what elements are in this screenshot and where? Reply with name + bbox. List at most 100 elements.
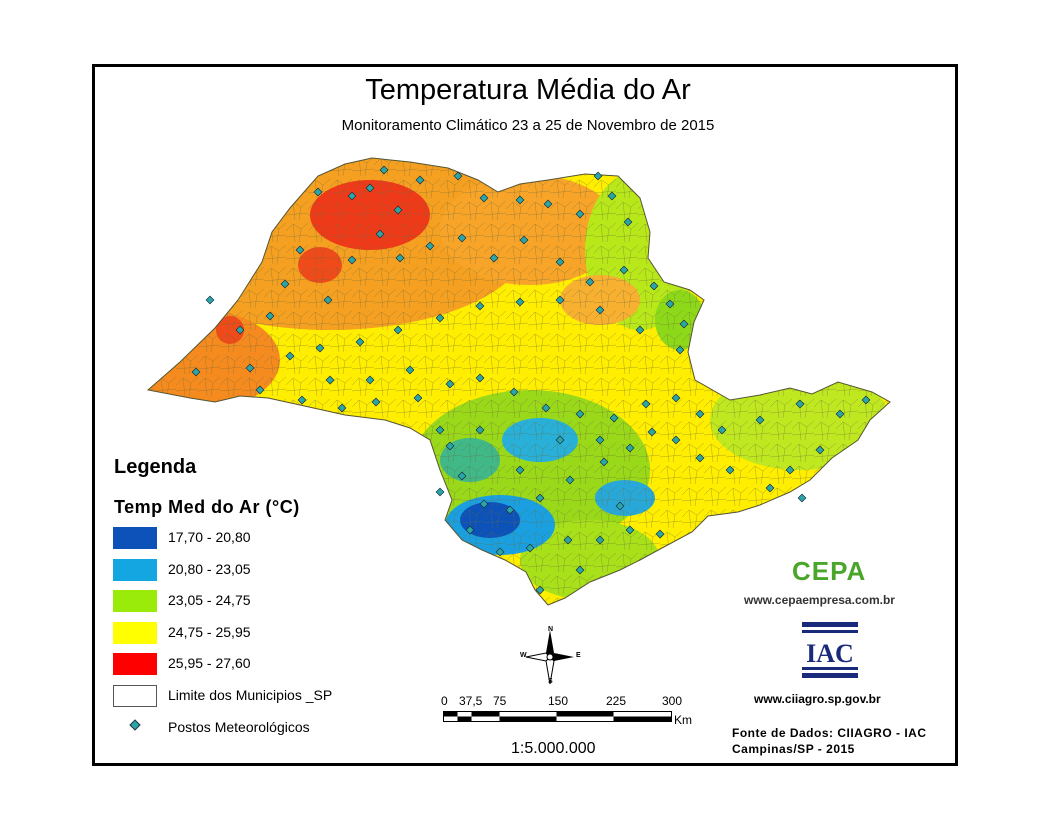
cepa-url: www.cepaempresa.com.br	[744, 593, 895, 607]
station-marker	[347, 255, 357, 265]
station-marker	[445, 379, 455, 389]
cepa-logo: CEPA	[792, 556, 867, 586]
station-marker	[647, 427, 657, 437]
station-marker	[595, 305, 605, 315]
station-marker	[347, 191, 357, 201]
station-marker	[725, 465, 735, 475]
station-marker	[323, 295, 333, 305]
station-marker	[365, 183, 375, 193]
iac-logo: IAC	[802, 622, 858, 678]
station-marker	[297, 395, 307, 405]
station-marker	[475, 301, 485, 311]
station-marker	[525, 543, 535, 553]
station-marker	[379, 165, 389, 175]
station-marker	[435, 487, 445, 497]
station-marker	[285, 351, 295, 361]
station-marker	[265, 311, 275, 321]
station-marker	[453, 171, 463, 181]
station-marker	[615, 501, 625, 511]
station-marker	[599, 457, 609, 467]
station-marker	[619, 265, 629, 275]
legend-label-stations: Postos Meteorológicos	[168, 719, 310, 735]
legend-label-5: 25,95 - 27,60	[168, 655, 251, 671]
legend-swatch-boundary	[113, 685, 157, 707]
station-marker	[593, 171, 603, 181]
station-marker	[835, 409, 845, 419]
station-marker	[475, 373, 485, 383]
station-marker	[509, 387, 519, 397]
station-marker	[575, 565, 585, 575]
station-marker	[519, 235, 529, 245]
station-marker	[623, 217, 633, 227]
legend-subheading: Temp Med do Ar (°C)	[114, 497, 300, 517]
station-markers	[191, 165, 871, 595]
station-marker	[595, 535, 605, 545]
legend-label-2: 20,80 - 23,05	[168, 561, 251, 577]
station-marker	[795, 399, 805, 409]
station-marker	[609, 413, 619, 423]
legend-swatch-1	[113, 527, 157, 549]
station-marker	[315, 343, 325, 353]
station-marker	[641, 399, 651, 409]
station-marker	[435, 313, 445, 323]
compass-e: E	[576, 652, 581, 659]
station-marker	[755, 415, 765, 425]
station-marker	[515, 297, 525, 307]
station-marker	[595, 435, 605, 445]
station-marker	[313, 187, 323, 197]
scale-ratio: 1:5.000.000	[511, 740, 596, 757]
scale-tick-2: 75	[493, 694, 507, 708]
scale-unit: Km	[674, 713, 692, 727]
legend-label-boundary: Limite dos Municipios _SP	[168, 687, 333, 703]
data-source-line1: Fonte de Dados: CIIAGRO - IAC	[732, 726, 927, 740]
station-marker	[635, 325, 645, 335]
data-source-line2: Campinas/SP - 2015	[732, 742, 855, 756]
map-title: Temperatura Média do Ar	[365, 74, 691, 106]
station-marker	[563, 535, 573, 545]
legend-heading: Legenda	[114, 456, 197, 478]
station-marker	[815, 445, 825, 455]
scale-tick-1: 37,5	[459, 694, 483, 708]
station-marker	[415, 175, 425, 185]
compass-n: N	[548, 626, 554, 633]
station-marker	[435, 425, 445, 435]
station-marker	[425, 241, 435, 251]
station-marker	[555, 295, 565, 305]
iac-logo-text: IAC	[806, 639, 854, 668]
station-marker	[395, 253, 405, 263]
station-marker	[535, 585, 545, 595]
station-marker	[655, 529, 665, 539]
station-marker	[413, 393, 423, 403]
station-marker	[445, 441, 455, 451]
station-marker	[255, 385, 265, 395]
station-marker	[405, 365, 415, 375]
station-marker	[785, 465, 795, 475]
station-marker	[465, 525, 475, 535]
station-marker	[245, 363, 255, 373]
station-marker	[371, 397, 381, 407]
station-marker	[585, 277, 595, 287]
station-marker	[541, 403, 551, 413]
legend-label-3: 23,05 - 24,75	[168, 592, 251, 608]
station-marker	[505, 505, 515, 515]
station-marker	[535, 493, 545, 503]
station-marker	[555, 435, 565, 445]
station-marker	[565, 475, 575, 485]
legend-swatch-2	[113, 559, 157, 581]
station-marker	[717, 425, 727, 435]
station-marker	[675, 345, 685, 355]
scale-bar	[443, 711, 672, 722]
station-marker	[457, 233, 467, 243]
scale-tick-4: 225	[606, 694, 627, 708]
compass-s: S	[548, 678, 553, 685]
station-marker	[489, 253, 499, 263]
legend-swatch-3	[113, 590, 157, 612]
legend-label-4: 24,75 - 25,95	[168, 624, 251, 640]
station-marker	[355, 337, 365, 347]
station-marker	[575, 409, 585, 419]
station-marker	[515, 195, 525, 205]
station-marker	[625, 525, 635, 535]
compass-rose	[525, 630, 574, 685]
station-marker	[365, 375, 375, 385]
